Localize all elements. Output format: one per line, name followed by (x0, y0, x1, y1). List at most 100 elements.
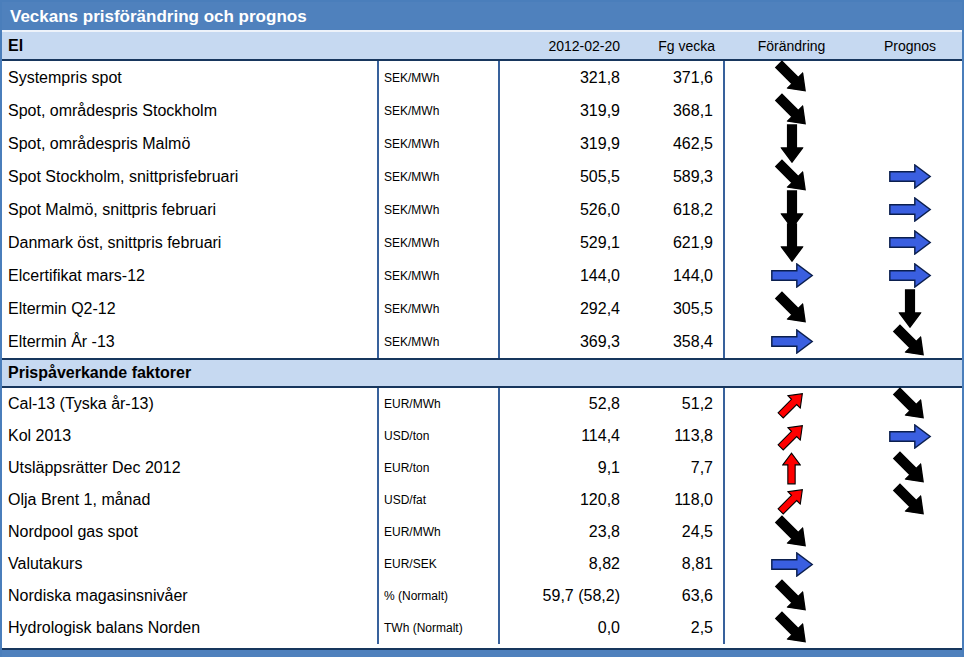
black-down-diag-arrow-icon (772, 521, 812, 544)
forecast-arrow-cell (858, 612, 962, 644)
blue-right-arrow-icon (770, 552, 814, 577)
forecast-arrow-cell (858, 160, 962, 193)
row-unit: EUR/MWh (379, 388, 500, 420)
value-prev-week: 118,0 (624, 484, 725, 516)
black-down-arrow-icon (772, 231, 812, 254)
value-prev-week: 7,7 (624, 452, 725, 484)
black-down-diag-arrow-icon (890, 393, 930, 416)
value-current: 120,8 (500, 484, 624, 516)
value-prev-week: 589,3 (624, 160, 725, 193)
row-unit: SEK/MWh (379, 292, 500, 325)
change-arrow-cell (725, 484, 858, 516)
value-current: 505,5 (500, 160, 624, 193)
row-label: Eltermin År -13 (2, 325, 379, 358)
row-label: Hydrologisk balans Norden (2, 612, 379, 644)
change-arrow-cell (725, 580, 858, 612)
table-row: Nordpool gas spotEUR/MWh23,824,5 (2, 516, 962, 548)
forecast-arrow-cell (858, 226, 962, 259)
change-arrow-cell (725, 420, 858, 452)
value-current: 319,9 (500, 94, 624, 127)
table-row: Eltermin Q2-12SEK/MWh292,4305,5 (2, 292, 962, 325)
table-row: Nordiska magasinsnivåer% (Normalt)59,7 (… (2, 580, 962, 612)
value-prev-week: 621,9 (624, 226, 725, 259)
value-prev-week: 51,2 (624, 388, 725, 420)
change-arrow-cell (725, 612, 858, 644)
black-down-arrow-icon (772, 132, 812, 155)
blue-right-arrow-icon (770, 263, 814, 288)
value-current: 529,1 (500, 226, 624, 259)
red-up-diag-arrow-icon (775, 395, 808, 414)
row-label: Spot Malmö, snittpris februari (2, 193, 379, 226)
value-prev-week: 305,5 (624, 292, 725, 325)
section-faktorer-rows: Cal-13 (Tyska år-13)EUR/MWh52,851,2Kol 2… (2, 388, 962, 644)
value-prev-week: 113,8 (624, 420, 725, 452)
blue-right-arrow-icon (888, 424, 932, 449)
forecast-arrow-cell (858, 61, 962, 94)
blue-right-arrow-icon (888, 263, 932, 288)
table-row: Spot, områdespris StockholmSEK/MWh319,93… (2, 94, 962, 127)
forecast-arrow-cell (858, 259, 962, 292)
forecast-arrow-cell (858, 292, 962, 325)
change-arrow-cell (725, 226, 858, 259)
row-label: Valutakurs (2, 548, 379, 580)
col-header-date: 2012-02-20 (500, 38, 624, 54)
table-row: ValutakursEUR/SEK8,828,81 (2, 548, 962, 580)
value-current: 144,0 (500, 259, 624, 292)
table-row: Danmark öst, snittpris februariSEK/MWh52… (2, 226, 962, 259)
row-unit: SEK/MWh (379, 94, 500, 127)
row-label: Elcertifikat mars-12 (2, 259, 379, 292)
row-label: Utsläppsrätter Dec 2012 (2, 452, 379, 484)
change-arrow-cell (725, 292, 858, 325)
value-current: 114,4 (500, 420, 624, 452)
forecast-arrow-cell (858, 452, 962, 484)
row-label: Spot, områdespris Stockholm (2, 94, 379, 127)
forecast-arrow-cell (858, 548, 962, 580)
row-unit: USD/ton (379, 420, 500, 452)
row-label: Spot Stockholm, snittprisfebruari (2, 160, 379, 193)
value-prev-week: 24,5 (624, 516, 725, 548)
change-arrow-cell (725, 61, 858, 94)
value-current: 526,0 (500, 193, 624, 226)
value-prev-week: 63,6 (624, 580, 725, 612)
value-current: 321,8 (500, 61, 624, 94)
black-down-diag-arrow-icon (890, 457, 930, 480)
forecast-arrow-cell (858, 94, 962, 127)
value-current: 23,8 (500, 516, 624, 548)
black-down-diag-arrow-icon (772, 585, 812, 608)
forecast-arrow-cell (858, 516, 962, 548)
row-unit: EUR/ton (379, 452, 500, 484)
table-row: Eltermin År -13SEK/MWh369,3358,4 (2, 325, 962, 358)
black-down-diag-arrow-icon (772, 617, 812, 640)
table-row: Spot Malmö, snittpris februariSEK/MWh526… (2, 193, 962, 226)
table-row: Systempris spotSEK/MWh321,8371,6 (2, 61, 962, 94)
bottom-bar (2, 648, 962, 657)
black-down-diag-arrow-icon (890, 489, 930, 512)
forecast-arrow-cell (858, 484, 962, 516)
section-title-faktorer: Prispåverkande faktorer (2, 358, 962, 388)
blue-right-arrow-icon (888, 197, 932, 222)
blue-right-arrow-icon (888, 164, 932, 189)
col-header-change: Förändring (725, 38, 858, 54)
row-unit: USD/fat (379, 484, 500, 516)
forecast-arrow-cell (858, 388, 962, 420)
black-down-arrow-icon (890, 297, 930, 320)
red-up-diag-arrow-icon (775, 427, 808, 446)
row-unit: SEK/MWh (379, 325, 500, 358)
red-up-diag-arrow-icon (775, 491, 808, 510)
row-unit: SEK/MWh (379, 160, 500, 193)
row-label: Eltermin Q2-12 (2, 292, 379, 325)
row-unit: EUR/MWh (379, 516, 500, 548)
black-down-arrow-icon (772, 198, 812, 221)
page-title: Veckans prisförändring och prognos (2, 2, 962, 32)
red-up-arrow-icon (775, 459, 808, 478)
row-unit: % (Normalt) (379, 580, 500, 612)
table-row: Elcertifikat mars-12SEK/MWh144,0144,0 (2, 259, 962, 292)
value-current: 319,9 (500, 127, 624, 160)
black-down-diag-arrow-icon (772, 297, 812, 320)
change-arrow-cell (725, 548, 858, 580)
forecast-arrow-cell (858, 193, 962, 226)
col-header-prev-week: Fg vecka (624, 38, 725, 54)
table-row: Cal-13 (Tyska år-13)EUR/MWh52,851,2 (2, 388, 962, 420)
table-row: Utsläppsrätter Dec 2012EUR/ton9,17,7 (2, 452, 962, 484)
black-down-diag-arrow-icon (890, 330, 930, 353)
